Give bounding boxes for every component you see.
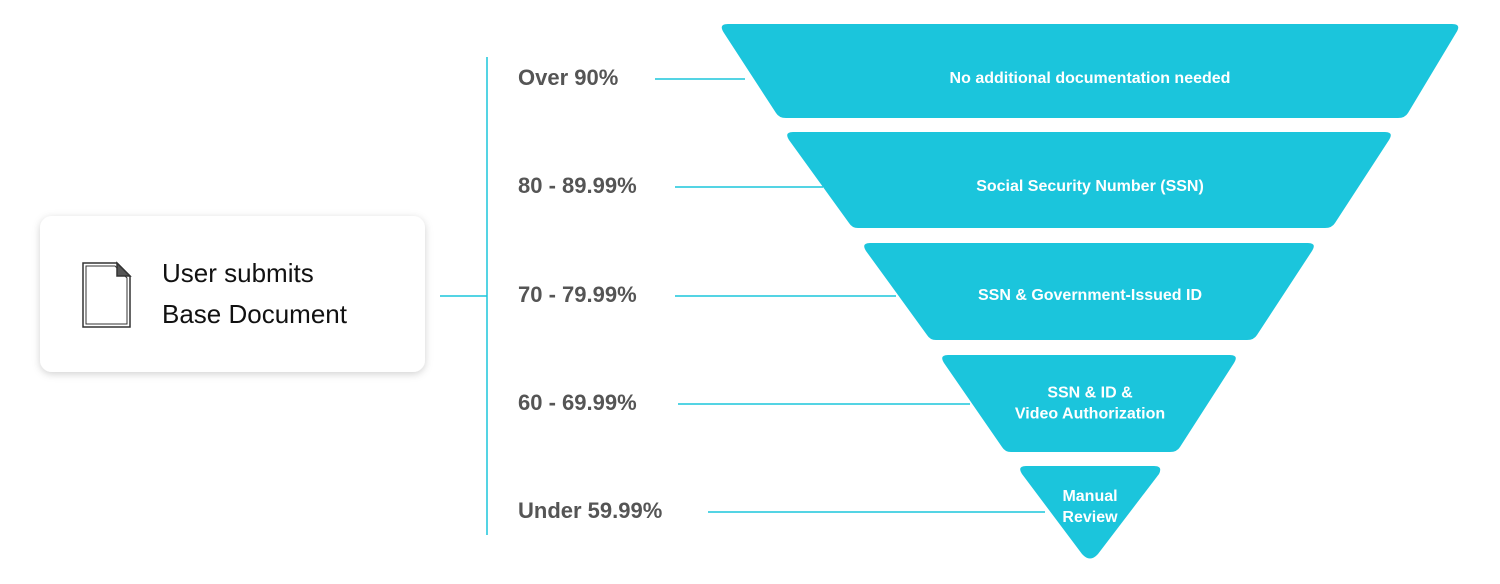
submission-box [40,216,425,372]
funnel-segment [721,24,1459,118]
document-icon [82,261,132,328]
range-label: 60 - 69.99% [518,390,637,415]
range-label: 70 - 79.99% [518,282,637,307]
submission-text: User submits [162,258,314,288]
range-label: 80 - 89.99% [518,173,637,198]
requirement-text: Review [1062,509,1118,526]
submission-text: Base Document [162,299,348,329]
requirement-text: SSN & Government-Issued ID [978,287,1202,304]
funnel-segment [864,243,1314,340]
range-label: Over 90% [518,65,618,90]
range-label: Under 59.99% [518,498,662,523]
funnel-segment [787,132,1391,228]
requirement-text: Manual [1062,488,1117,505]
requirement-text: Video Authorization [1015,406,1165,423]
requirement-text: No additional documentation needed [950,70,1231,87]
funnel-segment [1020,466,1161,559]
funnel-segment [942,355,1236,452]
requirement-text: Social Security Number (SSN) [976,178,1204,195]
requirement-text: SSN & ID & [1047,385,1133,402]
levels: Over 90% No additional documentation need… [518,24,1459,559]
